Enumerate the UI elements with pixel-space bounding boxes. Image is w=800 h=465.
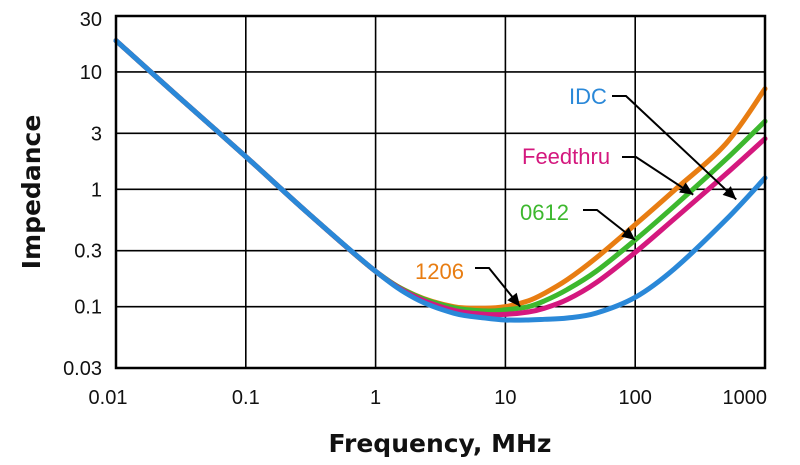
x-axis-title: Frequency, MHz bbox=[329, 429, 552, 458]
grid-lines bbox=[115, 15, 766, 369]
x-tick-label: 10 bbox=[494, 387, 516, 409]
series-label-1206: 1206 bbox=[415, 259, 464, 284]
x-tick-labels: 0.01 0.1 1 10 100 1000 bbox=[89, 387, 767, 409]
y-tick-label: 0.1 bbox=[74, 297, 102, 319]
arrowhead-feedthru bbox=[679, 182, 694, 195]
series-labels: 1206 0612 Feedthru IDC bbox=[415, 84, 737, 308]
x-tick-label: 100 bbox=[619, 387, 652, 409]
y-tick-label: 0.03 bbox=[63, 358, 102, 380]
y-tick-label: 1 bbox=[91, 179, 102, 201]
series-lines bbox=[113, 38, 768, 323]
arrowhead-0612 bbox=[621, 227, 636, 240]
series-label-idc: IDC bbox=[569, 84, 607, 109]
leader-line-feedthru bbox=[622, 156, 694, 196]
y-tick-label: 0.3 bbox=[74, 241, 102, 263]
y-axis-title: Impedance bbox=[17, 115, 46, 270]
y-tick-labels: 0.03 0.1 0.3 1 3 10 30 bbox=[63, 9, 102, 380]
x-tick-label: 1 bbox=[370, 387, 381, 409]
leader-line-idc bbox=[612, 95, 737, 201]
y-tick-label: 30 bbox=[80, 9, 102, 31]
x-tick-label: 0.1 bbox=[232, 387, 260, 409]
arrowhead-idc bbox=[722, 186, 737, 200]
series-label-feedthru: Feedthru bbox=[522, 144, 610, 169]
y-tick-label: 10 bbox=[80, 62, 102, 84]
leader-line-1206 bbox=[475, 267, 521, 308]
y-tick-label: 3 bbox=[91, 123, 102, 145]
plot-frame bbox=[114, 14, 767, 370]
series-line-idc bbox=[113, 38, 768, 323]
x-tick-label: 1000 bbox=[723, 387, 768, 409]
series-label-0612: 0612 bbox=[520, 200, 569, 225]
leader-line-0612 bbox=[583, 209, 636, 241]
arrowhead-1206 bbox=[507, 292, 521, 307]
x-tick-label: 0.01 bbox=[89, 387, 128, 409]
